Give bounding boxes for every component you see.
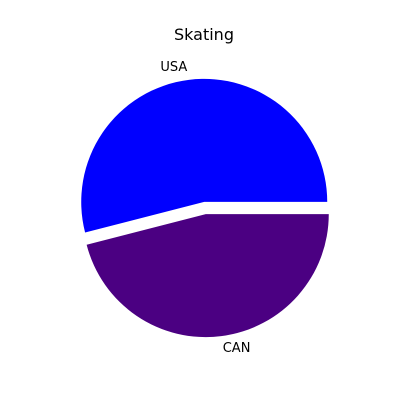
labels-layer: USA CAN	[160, 60, 250, 356]
pie-slice-usa	[81, 78, 328, 233]
slice-label-usa: USA	[160, 60, 187, 75]
slices-layer	[81, 78, 329, 338]
chart-title: Skating	[174, 25, 234, 44]
pie-slice-can	[86, 214, 329, 338]
slice-label-can: CAN	[223, 341, 251, 356]
